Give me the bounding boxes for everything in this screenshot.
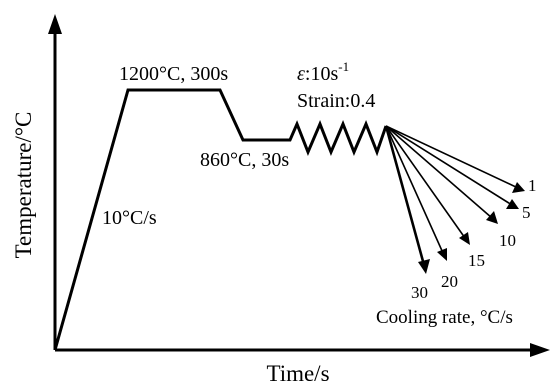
cooling-rate-label-30: 30 (411, 283, 428, 302)
heating-rate-label: 10°C/s (102, 207, 157, 229)
x-axis-arrowhead-icon (530, 343, 550, 357)
strain-rate-symbol: ε (297, 63, 305, 85)
profile-path (53, 88, 388, 351)
hold-label: 860°C, 30s (200, 149, 289, 171)
y-axis-label: Temperature/°C (11, 112, 36, 259)
cooling-curve-1 (385, 125, 519, 189)
cooling-curve-20-arrowhead-icon (437, 248, 447, 261)
soak-label: 1200°C, 300s (119, 63, 228, 85)
cooling-curve-15 (385, 125, 466, 239)
cooling-rate-label-1: 1 (528, 176, 537, 195)
cooling-curves (384, 125, 525, 274)
cooling-curve-5-arrowhead-icon (506, 199, 519, 209)
strain-label: Strain:0.4 (297, 90, 375, 112)
cooling-rate-label-5: 5 (522, 203, 531, 222)
cooling-rate-label-10: 10 (499, 231, 516, 250)
cooling-rate-label-20: 20 (441, 272, 458, 291)
cooling-rate-caption: Cooling rate, °C/s (376, 307, 513, 328)
cooling-curve-5 (385, 125, 513, 206)
y-axis-arrowhead-icon (48, 14, 62, 34)
cooling-curve-30 (384, 125, 426, 266)
cooling-curve-1-arrowhead-icon (512, 182, 525, 193)
strain-rate-value: :10s (305, 63, 339, 85)
cooling-curve-15-arrowhead-icon (459, 232, 470, 245)
cooling-curve-10 (385, 125, 493, 219)
cooling-curve-30-arrowhead-icon (418, 259, 430, 274)
thermal-profile (53, 88, 388, 351)
cooling-rate-label-15: 15 (468, 251, 485, 270)
axes (48, 14, 550, 357)
strain-rate-label: ε:10s-1 (297, 59, 349, 85)
cooling-curve-10-arrowhead-icon (486, 211, 498, 224)
cooling-curve-20 (385, 125, 444, 254)
x-axis-label: Time/s (266, 361, 329, 386)
strain-rate-exponent: -1 (338, 59, 349, 74)
